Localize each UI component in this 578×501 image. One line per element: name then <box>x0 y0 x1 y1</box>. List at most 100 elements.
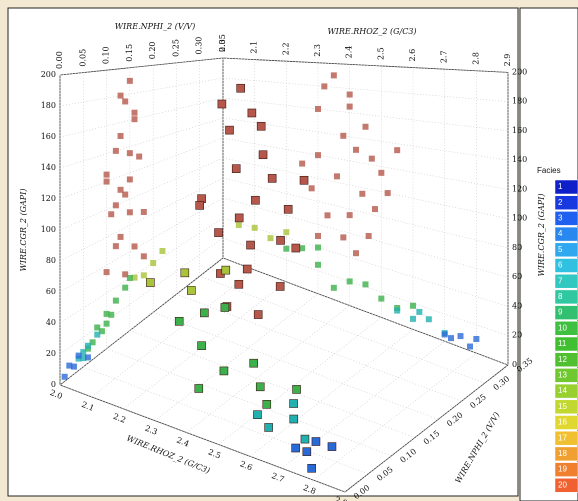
wall-projection <box>346 278 353 285</box>
legend-swatch <box>554 258 578 273</box>
z-tick-label: 120 <box>41 194 56 203</box>
x-tick-label: 2.6 <box>408 49 417 62</box>
y-tick-label: 0.10 <box>102 46 111 64</box>
legend-swatch <box>554 352 578 367</box>
data-cube <box>217 99 227 109</box>
wall-projection <box>267 235 274 242</box>
wall-projection <box>159 247 166 254</box>
legend-title: Facies <box>537 166 561 175</box>
grid-line <box>222 197 509 278</box>
data-cube <box>262 400 272 409</box>
legend-label: 13 <box>558 371 567 380</box>
y-tick-label: 0.35 <box>218 34 227 52</box>
wall-projection <box>315 105 321 112</box>
grid-line <box>222 157 509 219</box>
legend-swatch <box>554 273 578 289</box>
wall-projection <box>89 339 96 346</box>
z-tick-label: 180 <box>512 97 527 106</box>
wall-projection <box>346 103 353 110</box>
x-tick-label: 2.3 <box>313 44 322 57</box>
legend-swatch <box>554 242 578 258</box>
data-cube <box>283 204 293 214</box>
legend-swatch <box>554 321 578 336</box>
wall-projection <box>131 109 138 116</box>
wall-projection <box>108 211 115 218</box>
wall-projection <box>299 245 306 252</box>
z-tick-label: 60 <box>46 287 56 296</box>
z-tick-label: 100 <box>512 214 527 223</box>
data-cube <box>234 279 244 289</box>
grid-line <box>59 97 224 138</box>
wall-projection <box>136 153 143 160</box>
wall-projection <box>299 160 306 167</box>
wall-projection <box>122 98 129 105</box>
y-tick-label: 0.15 <box>125 44 134 62</box>
wall-projection <box>359 190 366 197</box>
legend-swatch <box>554 211 578 226</box>
z-tick-label: 200 <box>512 67 527 76</box>
data-cube <box>256 121 266 131</box>
wall-projection <box>122 191 129 198</box>
wall-projection <box>346 91 353 98</box>
wall-projection <box>126 77 133 84</box>
wall-projection <box>365 233 372 240</box>
data-cube <box>300 434 310 444</box>
legend-label: 2 <box>558 198 563 207</box>
data-cube <box>327 442 337 451</box>
wall-projection <box>340 234 347 241</box>
wall-projection <box>346 212 353 219</box>
z-tick-label: 80 <box>46 256 56 265</box>
wall-projection <box>394 307 401 314</box>
x-tick-label: 2.6 <box>239 459 254 472</box>
data-cube <box>289 414 299 424</box>
wall-projection <box>117 186 124 193</box>
wall-projection <box>372 206 378 213</box>
legend-label: 17 <box>558 433 567 442</box>
data-cube <box>246 240 255 250</box>
wall-projection <box>457 333 464 340</box>
wall-projection <box>467 343 473 350</box>
data-cube <box>231 164 241 173</box>
data-cube <box>289 399 298 408</box>
legend-swatch <box>554 179 578 195</box>
x-tick-label: 2.8 <box>471 52 480 65</box>
wall-projection <box>362 123 369 130</box>
wall-projection <box>75 352 82 359</box>
wall-projection <box>330 72 337 79</box>
wall-projection <box>425 316 432 323</box>
wall-projection <box>315 152 321 159</box>
legend-swatch <box>554 399 578 415</box>
data-cube <box>174 317 184 326</box>
legend-label: 12 <box>558 355 567 364</box>
legend-swatch <box>554 446 578 462</box>
data-cube <box>200 308 209 318</box>
wall-projection <box>308 185 315 192</box>
wall-projection <box>321 83 328 90</box>
x-tick-label: 2.9 <box>503 54 512 67</box>
wall-projection <box>66 362 73 369</box>
legend-label: 6 <box>558 261 563 270</box>
data-cube <box>197 341 206 351</box>
legend-swatch <box>554 415 578 430</box>
wall-projection <box>251 224 258 231</box>
legend-label: 5 <box>558 245 563 254</box>
axis-title: WIRE.CGR_2 (GAPI) <box>537 194 546 277</box>
wall-projection <box>84 342 91 349</box>
wall-projection <box>140 253 147 260</box>
wall-projection <box>103 310 110 317</box>
data-cube <box>242 264 252 274</box>
wall-projection <box>378 169 385 176</box>
z-tick-label: 140 <box>512 155 527 164</box>
grid-line <box>222 177 509 249</box>
data-cube <box>219 366 229 376</box>
wall-projection <box>122 271 129 278</box>
wall-projection <box>112 202 119 209</box>
data-cube <box>291 443 300 453</box>
legend-label: 19 <box>558 465 567 474</box>
z-tick-label: 0 <box>512 360 517 369</box>
wall-projection <box>80 355 87 362</box>
wall-projection <box>112 297 119 304</box>
wall-projection <box>112 243 119 250</box>
x-tick-label: 2.2 <box>112 412 127 425</box>
